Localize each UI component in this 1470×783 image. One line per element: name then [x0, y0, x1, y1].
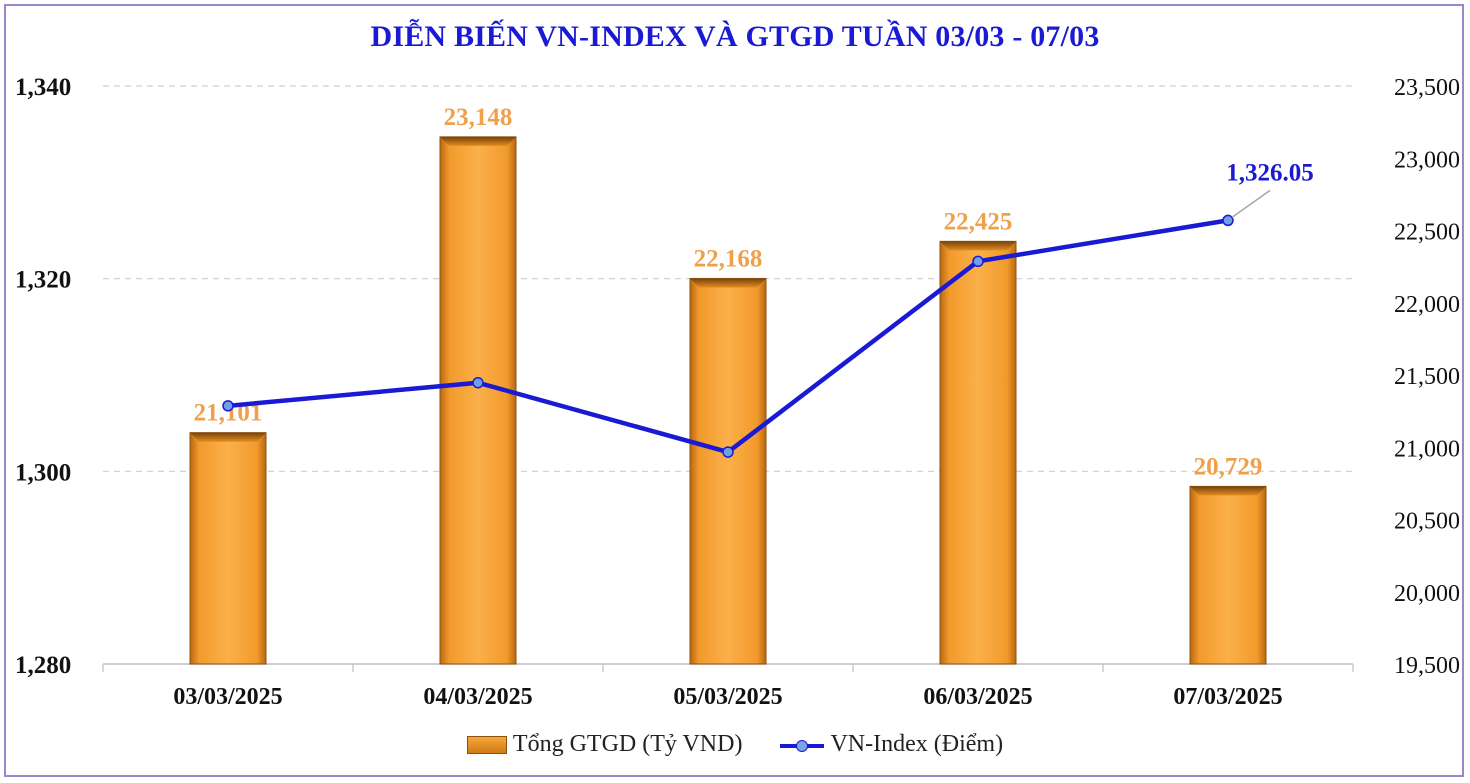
vn-index-point [972, 255, 984, 268]
right-tick-label: 22,500 [1394, 220, 1460, 246]
right-tick-label: 19,500 [1394, 653, 1460, 679]
right-tick-label: 22,000 [1394, 292, 1460, 318]
bar [189, 432, 267, 665]
bar [439, 136, 517, 665]
bar-bevel [690, 278, 766, 288]
bar-value-label: 22,425 [944, 208, 1013, 235]
vn-index-point [1222, 214, 1234, 227]
x-tick-label: 07/03/2025 [1173, 684, 1282, 710]
x-tick-label: 05/03/2025 [673, 684, 782, 710]
right-tick-label: 20,000 [1394, 581, 1460, 607]
bar-value-label: 20,729 [1194, 453, 1263, 480]
right-tick-label: 20,500 [1394, 509, 1460, 535]
legend-line-label: VN-Index (Điểm) [830, 731, 1004, 757]
vn-index-last-label: 1,326.05 [1226, 159, 1314, 186]
legend-line-swatch [780, 736, 825, 754]
bar-bevel [190, 432, 266, 442]
bar [1189, 485, 1267, 665]
legend-item-line: VN-Index (Điểm) [780, 731, 1003, 758]
right-tick-label: 21,500 [1394, 364, 1460, 390]
vn-index-point [722, 446, 734, 458]
legend-bar-swatch [466, 735, 507, 754]
right-tick-label: 23,500 [1394, 75, 1460, 101]
x-tick-label: 06/03/2025 [923, 684, 1032, 710]
vn-index-point [222, 400, 234, 412]
bar [939, 240, 1017, 665]
bar-value-label: 23,148 [444, 104, 513, 131]
bar [689, 277, 767, 665]
legend-item-bar: Tổng GTGD (Tỷ VND) [466, 731, 743, 758]
vn-index-point [472, 376, 484, 389]
x-tick-label: 04/03/2025 [423, 684, 532, 710]
right-tick-label: 23,000 [1394, 147, 1460, 173]
left-tick-label: 1,340 [15, 74, 71, 101]
bar-bevel [940, 241, 1016, 251]
chart-title: DIỄN BIẾN VN-INDEX VÀ GTGD TUẦN 03/03 - … [370, 20, 1100, 53]
bar-value-label: 22,168 [694, 245, 763, 272]
x-tick-label: 03/03/2025 [173, 684, 282, 710]
legend-bar-label: Tổng GTGD (Tỷ VND) [512, 731, 743, 757]
left-tick-label: 1,300 [15, 459, 71, 486]
bar-bevel [440, 136, 516, 146]
right-tick-label: 21,000 [1394, 436, 1460, 462]
left-tick-label: 1,320 [15, 267, 71, 294]
bar-bevel [1190, 486, 1266, 496]
label-leader-line [1231, 189, 1271, 218]
left-tick-label: 1,280 [15, 652, 71, 679]
legend: Tổng GTGD (Tỷ VND) VN-Index (Điểm) [0, 731, 1470, 758]
